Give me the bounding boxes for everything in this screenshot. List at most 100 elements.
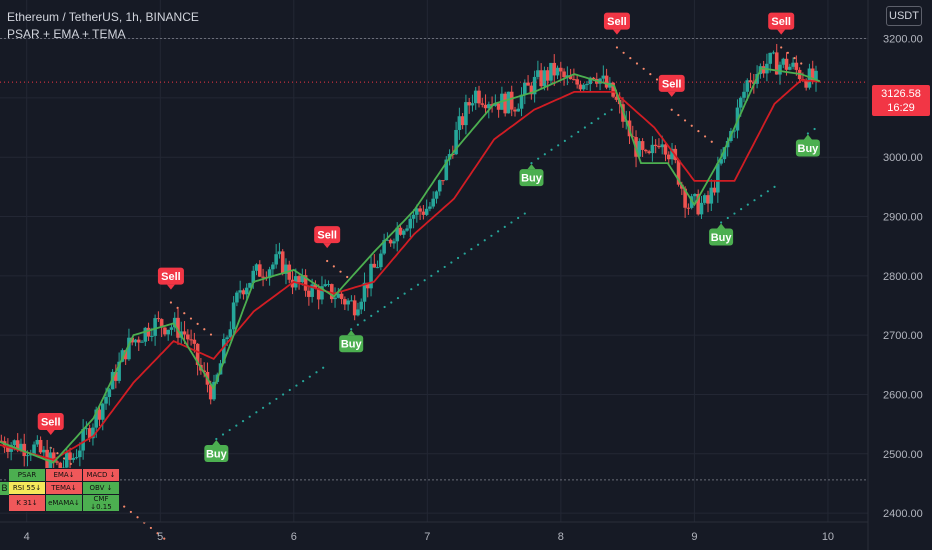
candle-body [496,103,501,110]
candle-body [336,293,341,298]
psar-dot [443,265,446,269]
candle-body [706,195,710,204]
psar-dot [315,371,318,374]
psar-dot [677,113,680,117]
candle-body [415,208,419,215]
signal-label: Sell [662,78,682,90]
candle-body [470,103,475,106]
psar-dot [56,452,59,455]
candle-body [696,193,701,215]
psar-dot [780,46,783,49]
candle-body [261,276,265,278]
buy-signal: Buy [519,164,544,187]
psar-dot [683,119,687,122]
candle-body [35,439,40,445]
psar-dot [308,375,311,378]
candle-body [352,300,357,316]
candle-body [189,339,193,341]
signal-box [768,12,795,30]
candle-body [650,144,655,154]
psar-dot [753,199,756,202]
candle-body [238,290,242,293]
x-tick-label: 10 [822,531,834,543]
x-tick-label: 7 [424,531,430,543]
candle-body [738,97,743,108]
candle-body [581,84,586,90]
candle-body [424,208,429,215]
tema-line [0,67,821,464]
psar-dot [563,139,566,142]
candle-body [532,76,537,95]
candle-body [114,371,118,381]
psar-dot [786,51,789,54]
candle-body [163,327,167,335]
signals: Sell Buy Sell Buy Sell Buy Sell Sell Buy Sell Buy [37,12,820,462]
candle-body [310,284,314,297]
sell-signal: Sell [658,74,685,97]
indicator-lines [0,67,868,464]
candle-body [365,282,370,289]
psar-dot [390,301,393,304]
candle-body [814,70,818,82]
currency-badge[interactable]: USDT [886,6,922,26]
psar-cell: PSAR [8,468,46,482]
psar-dot [129,510,132,514]
candle-body [120,350,125,362]
psar-dot [228,428,231,432]
psar-dot [773,185,776,188]
psar-dot [550,148,553,151]
psar-dot [726,216,729,220]
signal-label: Buy [341,339,363,351]
psar-dot [356,323,359,326]
candle-body [536,70,540,77]
candle-body [195,343,200,365]
signal-box [795,139,820,157]
emama-cell: eMAMA↓ [45,494,83,512]
candle-body [267,269,272,278]
psar-dot [261,406,265,409]
psar-dot [690,124,693,127]
candle-body [716,163,720,193]
signal-label: Sell [317,230,337,242]
candle-body [94,409,99,428]
candle-body [392,241,396,244]
psar-dot [248,415,251,418]
psar-dot [740,207,743,211]
candle-body [107,389,112,397]
candle-body [467,102,471,106]
psar-dots [49,46,816,540]
psar-dot [209,333,213,336]
psar-dot [339,270,342,273]
candle-body [300,275,305,283]
signal-pin [717,223,726,229]
candle-body [228,329,233,338]
candle-body [143,327,148,342]
x-tick-label: 4 [24,531,30,543]
candle-body [382,240,386,254]
candle-body [153,318,157,336]
candle-body [503,93,507,114]
candle-body [375,267,380,269]
candle-body [58,462,63,470]
candle-body [699,202,704,215]
signal-pin [777,29,786,35]
psar-dot [136,516,139,519]
cmf-cell: CMF ↓0.15 [82,494,120,512]
candle-body [303,275,308,291]
candle-body [356,309,360,316]
candle-body [159,319,164,328]
indicator-legend[interactable]: PSAR + EMA + TEMA [7,27,126,41]
candle-body [545,70,550,81]
candle-body [526,82,530,86]
candle-body [709,187,714,204]
candle-body [585,84,589,86]
candle-body [32,444,36,455]
psar-dot [557,144,560,147]
psar-dot [456,256,460,260]
signal-label: Buy [798,143,820,155]
psar-dot [430,274,433,277]
psar-dot [326,259,329,263]
psar-dot [332,265,335,268]
